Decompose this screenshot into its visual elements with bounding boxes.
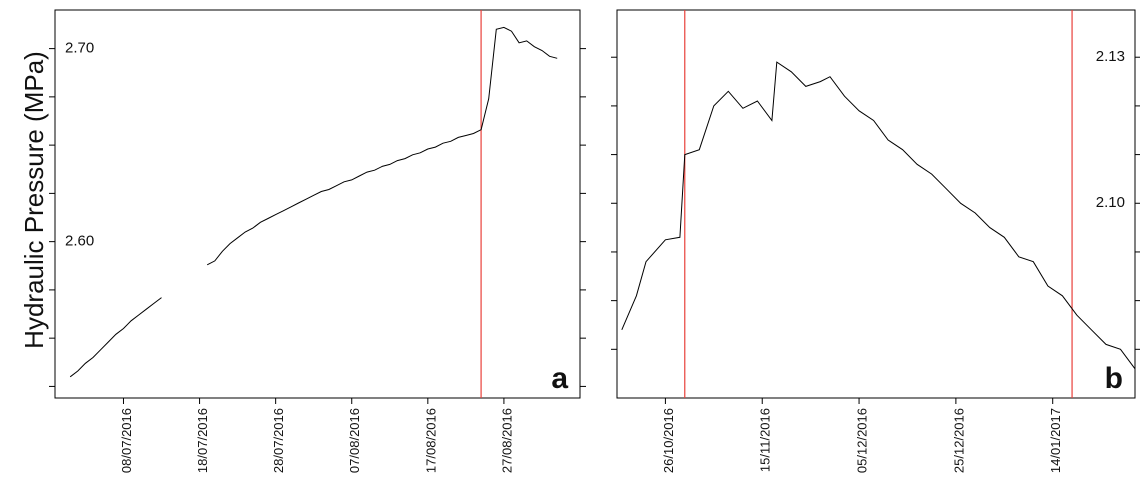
x-tick-label: 15/11/2016 [758,408,773,472]
plot-frame [54,9,581,399]
data-line [69,297,162,378]
panel-label: a [551,362,568,395]
x-tick-label: 07/08/2016 [347,408,362,473]
x-tick-label: 14/01/2017 [1048,408,1063,473]
y-tick-label: 2.13 [1096,48,1125,65]
x-tick-label: 26/10/2016 [661,408,676,473]
x-tick-label: 05/12/2016 [854,408,869,473]
data-line [621,61,1136,370]
data-line [206,26,558,266]
x-tick-label: 28/07/2016 [271,408,286,473]
panel-label: b [1105,362,1123,395]
y-tick-label: 2.10 [1096,194,1125,211]
x-tick-label: 08/07/2016 [119,408,134,473]
y-tick-label: 2.70 [65,40,94,57]
x-tick-label: 25/12/2016 [951,408,966,473]
y-axis-title: Hydraulic Pressure (MPa) [19,51,49,349]
x-tick-label: 27/08/2016 [499,408,514,473]
x-tick-label: 18/07/2016 [195,408,210,473]
y-tick-label: 2.60 [65,233,94,250]
x-tick-label: 17/08/2016 [423,408,438,473]
plot-frame [616,9,1136,399]
